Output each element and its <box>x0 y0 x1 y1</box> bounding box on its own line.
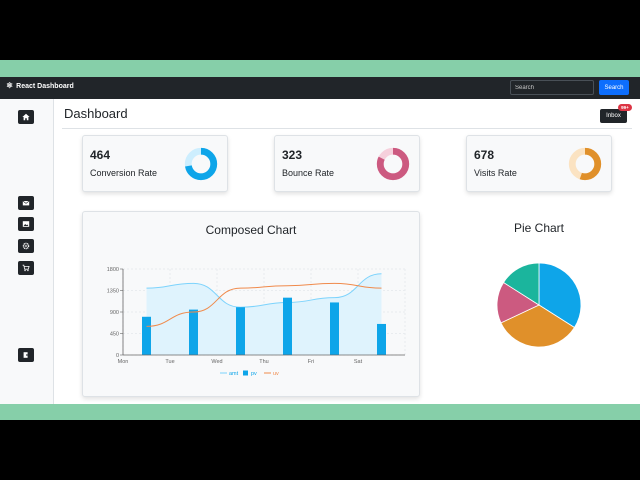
donut-chart <box>376 147 410 181</box>
donut-chart <box>184 147 218 181</box>
sidebar-item-gallery[interactable] <box>18 217 34 231</box>
mail-icon <box>22 200 30 206</box>
chart-title: Composed Chart <box>205 223 297 237</box>
bar-pv-sat <box>377 323 386 355</box>
app-window: ⚛ React Dashboard Search Dashboard Inbox… <box>0 77 640 404</box>
composed-chart: 0 450 900 1350 1800 Mon Tue Wed Thu Fri Sat amt pv uv <box>107 267 406 377</box>
donut-value <box>568 147 602 181</box>
stat-card-conversion: 464 Conversion Rate <box>82 135 228 192</box>
atom-icon: ⚛ <box>6 81 14 90</box>
sidebar-item-mail[interactable] <box>18 196 34 210</box>
bar-pv-tue <box>189 309 198 355</box>
page-title: Dashboard <box>64 106 128 121</box>
frame-border-top <box>0 60 640 77</box>
x-tick-label: Thu <box>259 359 268 365</box>
x-tick-label: Mon <box>118 359 129 365</box>
inbox-button[interactable]: Inbox <box>600 109 627 123</box>
search-button[interactable]: Search <box>599 80 629 95</box>
bar-pv-fri <box>330 302 339 355</box>
inbox-badge: 99+ <box>618 104 632 111</box>
stat-card-visits: 678 Visits Rate <box>466 135 612 192</box>
legend-label-pv: pv <box>251 371 257 377</box>
series-uv-line <box>146 282 382 327</box>
letterbox-bottom <box>0 420 640 480</box>
stat-value: 464 <box>90 148 111 162</box>
exit-icon <box>23 352 29 358</box>
stat-label: Conversion Rate <box>90 168 158 178</box>
title-divider <box>62 128 632 129</box>
series-amt-area <box>146 273 382 355</box>
composed-chart-card: 0 450 900 1350 1800 Mon Tue Wed Thu Fri Sat amt pv uv… <box>82 211 420 397</box>
legend-label-uv: uv <box>273 371 279 377</box>
series-amt-line <box>146 273 382 308</box>
y-tick-label: 0 <box>116 353 119 359</box>
stat-label: Bounce Rate <box>282 168 335 178</box>
sidebar-item-cart[interactable] <box>18 261 34 275</box>
stat-value: 323 <box>282 148 303 162</box>
x-tick-label: Tue <box>165 359 174 365</box>
y-tick-label: 1800 <box>107 267 119 273</box>
legend: amt pv uv <box>220 370 279 377</box>
brand-link[interactable]: ⚛ React Dashboard <box>6 82 74 90</box>
pie-slice-1 <box>500 304 576 348</box>
stat-value: 678 <box>474 148 495 162</box>
frame-border-bottom <box>0 404 640 420</box>
x-tick-label: Sat <box>354 359 363 365</box>
sidebar <box>0 99 54 404</box>
sidebar-item-logout[interactable] <box>18 348 34 362</box>
y-tick-label: 1350 <box>107 289 119 295</box>
image-icon <box>22 221 30 227</box>
cart-icon <box>22 264 30 272</box>
donut-value <box>376 147 410 181</box>
x-tick-label: Wed <box>211 359 222 365</box>
y-tick-label: 900 <box>110 310 119 316</box>
donut-chart <box>568 147 602 181</box>
letterbox-top <box>0 0 640 60</box>
pie-slice-3 <box>502 262 540 306</box>
pie-chart <box>496 262 582 348</box>
y-tick-label: 450 <box>110 332 119 338</box>
bar-pv-thu <box>283 297 292 355</box>
x-tick-label: Fri <box>308 359 314 365</box>
gear-icon <box>22 242 30 250</box>
pie-chart-title: Pie Chart <box>513 221 565 235</box>
bar-pv-mon <box>142 316 151 355</box>
home-icon <box>22 113 30 121</box>
donut-value <box>184 147 218 181</box>
bar-pv-wed <box>236 307 245 355</box>
navbar: ⚛ React Dashboard Search <box>0 77 640 99</box>
sidebar-item-settings[interactable] <box>18 239 34 253</box>
stat-label: Visits Rate <box>474 168 517 178</box>
legend-label-amt: amt <box>229 371 239 377</box>
brand-label: React Dashboard <box>16 82 74 90</box>
sidebar-item-home[interactable] <box>18 110 34 124</box>
legend-swatch-pv <box>243 370 248 376</box>
stat-card-bounce: 323 Bounce Rate <box>274 135 420 192</box>
search-input[interactable] <box>510 80 594 95</box>
